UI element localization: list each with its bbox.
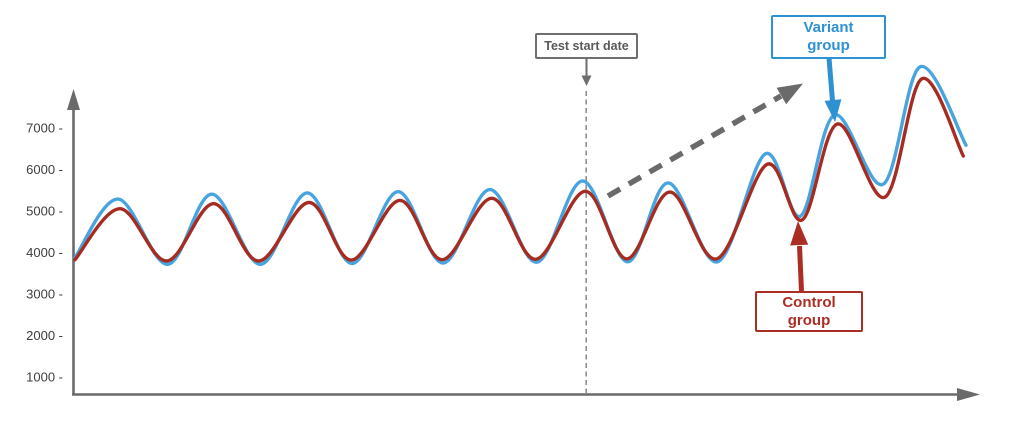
test-start-arrowhead-icon (581, 75, 592, 86)
trend-arrow-dashed-line (606, 93, 783, 199)
variant-group-label-box: Variant group (771, 15, 886, 59)
variant-group-label-line2: group (807, 37, 850, 54)
test-start-date-label: Test start date (544, 39, 629, 53)
y-tick-7000: 7000 - (26, 120, 63, 135)
control-callout-arrowhead-icon (790, 221, 809, 246)
y-tick-3000: 3000 - (26, 286, 63, 301)
y-tick-4000: 4000 - (26, 245, 63, 260)
y-tick-5000: 5000 - (26, 203, 63, 218)
y-tick-1000: 1000 - (26, 369, 63, 384)
y-tick-2000: 2000 - (26, 328, 63, 343)
y-tick-6000: 6000 - (26, 162, 63, 177)
control-callout-arrow-stem (797, 245, 804, 292)
test-start-date-label-box: Test start date (535, 33, 638, 59)
variant-callout-arrow-stem (826, 57, 835, 102)
trend-arrowhead-icon (776, 83, 803, 105)
control-line (73, 77, 965, 263)
x-axis-arrowhead-icon (957, 388, 980, 401)
control-group-label-box: Control group (755, 291, 863, 332)
variant-group-label-line1: Variant (803, 19, 854, 36)
control-group-label-line1: Control (782, 293, 836, 311)
control-group-label-line2: group (787, 311, 831, 329)
variant-callout-arrowhead-icon (824, 99, 842, 122)
y-axis-arrowhead-icon (67, 89, 80, 110)
